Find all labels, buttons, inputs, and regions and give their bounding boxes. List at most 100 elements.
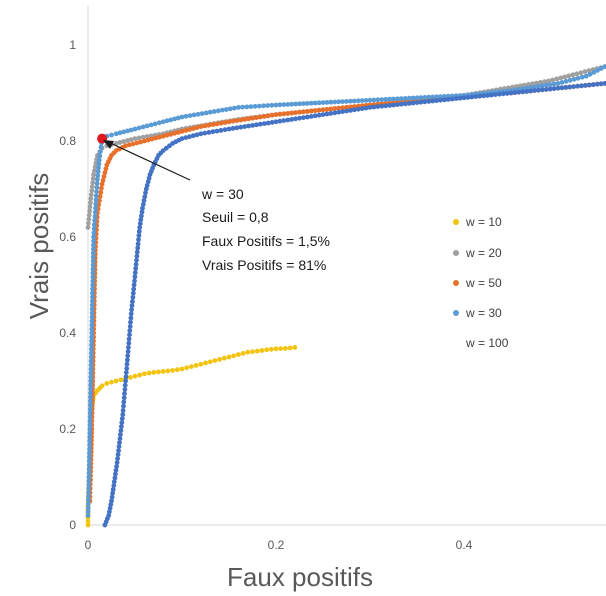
data-point <box>198 131 204 137</box>
data-point <box>226 119 232 125</box>
data-point <box>110 490 115 496</box>
data-point <box>559 85 565 91</box>
data-point <box>395 96 400 102</box>
data-point <box>95 177 100 182</box>
data-point <box>87 204 93 210</box>
data-point <box>168 117 174 123</box>
data-point <box>198 124 204 129</box>
data-point <box>90 278 96 284</box>
data-point <box>160 369 166 374</box>
data-point <box>123 370 129 375</box>
data-point <box>184 365 190 371</box>
data-point <box>206 122 212 128</box>
data-point <box>91 230 97 236</box>
data-point <box>289 101 295 107</box>
data-point <box>236 105 241 110</box>
data-point <box>203 360 208 366</box>
data-point <box>92 168 97 174</box>
data-point <box>127 332 132 338</box>
data-point <box>139 213 144 219</box>
data-point <box>92 218 98 223</box>
data-point <box>119 420 125 425</box>
data-point <box>293 101 298 107</box>
data-point <box>179 114 185 120</box>
data-point <box>95 169 101 175</box>
data-point <box>91 172 96 178</box>
data-point <box>520 89 526 95</box>
data-point <box>179 136 185 142</box>
data-point <box>261 121 267 126</box>
data-point <box>293 110 298 115</box>
data-point <box>265 120 271 126</box>
data-point <box>210 122 216 127</box>
data-point <box>410 95 416 101</box>
data-point <box>183 135 189 141</box>
legend-marker <box>453 250 459 256</box>
data-point <box>91 246 96 252</box>
data-point <box>442 94 447 99</box>
data-point <box>489 92 494 98</box>
data-point <box>90 286 95 292</box>
data-point <box>133 266 139 271</box>
data-point <box>344 99 349 104</box>
data-point <box>86 474 92 480</box>
data-point <box>268 346 274 352</box>
data-point <box>125 349 131 354</box>
data-point <box>254 122 259 128</box>
data-point <box>575 75 581 81</box>
data-point <box>121 403 126 409</box>
data-point <box>136 229 142 234</box>
data-point <box>465 95 471 100</box>
data-point <box>89 338 94 344</box>
legend-label: w = 100 <box>465 336 509 350</box>
data-point <box>543 87 549 92</box>
data-point <box>94 189 99 195</box>
data-point <box>88 200 93 206</box>
data-point <box>194 132 200 138</box>
data-point <box>98 149 103 155</box>
annotation-arrowhead <box>103 140 114 149</box>
data-point <box>96 157 102 163</box>
data-point <box>278 346 284 351</box>
data-point <box>136 125 142 131</box>
data-point <box>93 205 98 211</box>
data-point <box>571 84 577 89</box>
data-point <box>88 192 94 198</box>
data-point <box>136 237 141 243</box>
data-point <box>598 66 604 71</box>
data-point <box>146 175 152 181</box>
data-point <box>226 354 232 360</box>
data-point <box>111 483 117 488</box>
data-point <box>587 71 593 77</box>
data-point <box>137 221 143 227</box>
data-point <box>88 366 94 372</box>
data-point <box>348 108 353 113</box>
data-point <box>121 399 127 405</box>
data-point <box>89 346 94 352</box>
data-point <box>583 83 588 88</box>
data-point <box>254 115 259 120</box>
data-point <box>86 478 92 484</box>
data-point <box>134 249 140 255</box>
data-point <box>137 372 143 378</box>
data-point <box>297 115 302 121</box>
data-point <box>359 98 365 103</box>
data-point <box>89 330 95 336</box>
data-point <box>115 452 121 457</box>
y-tick-label: 0.2 <box>59 422 76 436</box>
data-point <box>136 135 142 141</box>
data-point <box>528 85 533 90</box>
data-point <box>86 458 92 464</box>
data-point <box>500 91 506 97</box>
data-point <box>244 104 250 110</box>
data-point <box>118 428 124 433</box>
data-point <box>324 107 330 112</box>
data-point <box>190 133 196 139</box>
data-point <box>86 482 92 488</box>
data-point <box>90 298 95 304</box>
data-point <box>89 350 94 356</box>
data-point <box>477 93 483 99</box>
data-point <box>120 412 126 417</box>
data-point <box>469 94 475 100</box>
